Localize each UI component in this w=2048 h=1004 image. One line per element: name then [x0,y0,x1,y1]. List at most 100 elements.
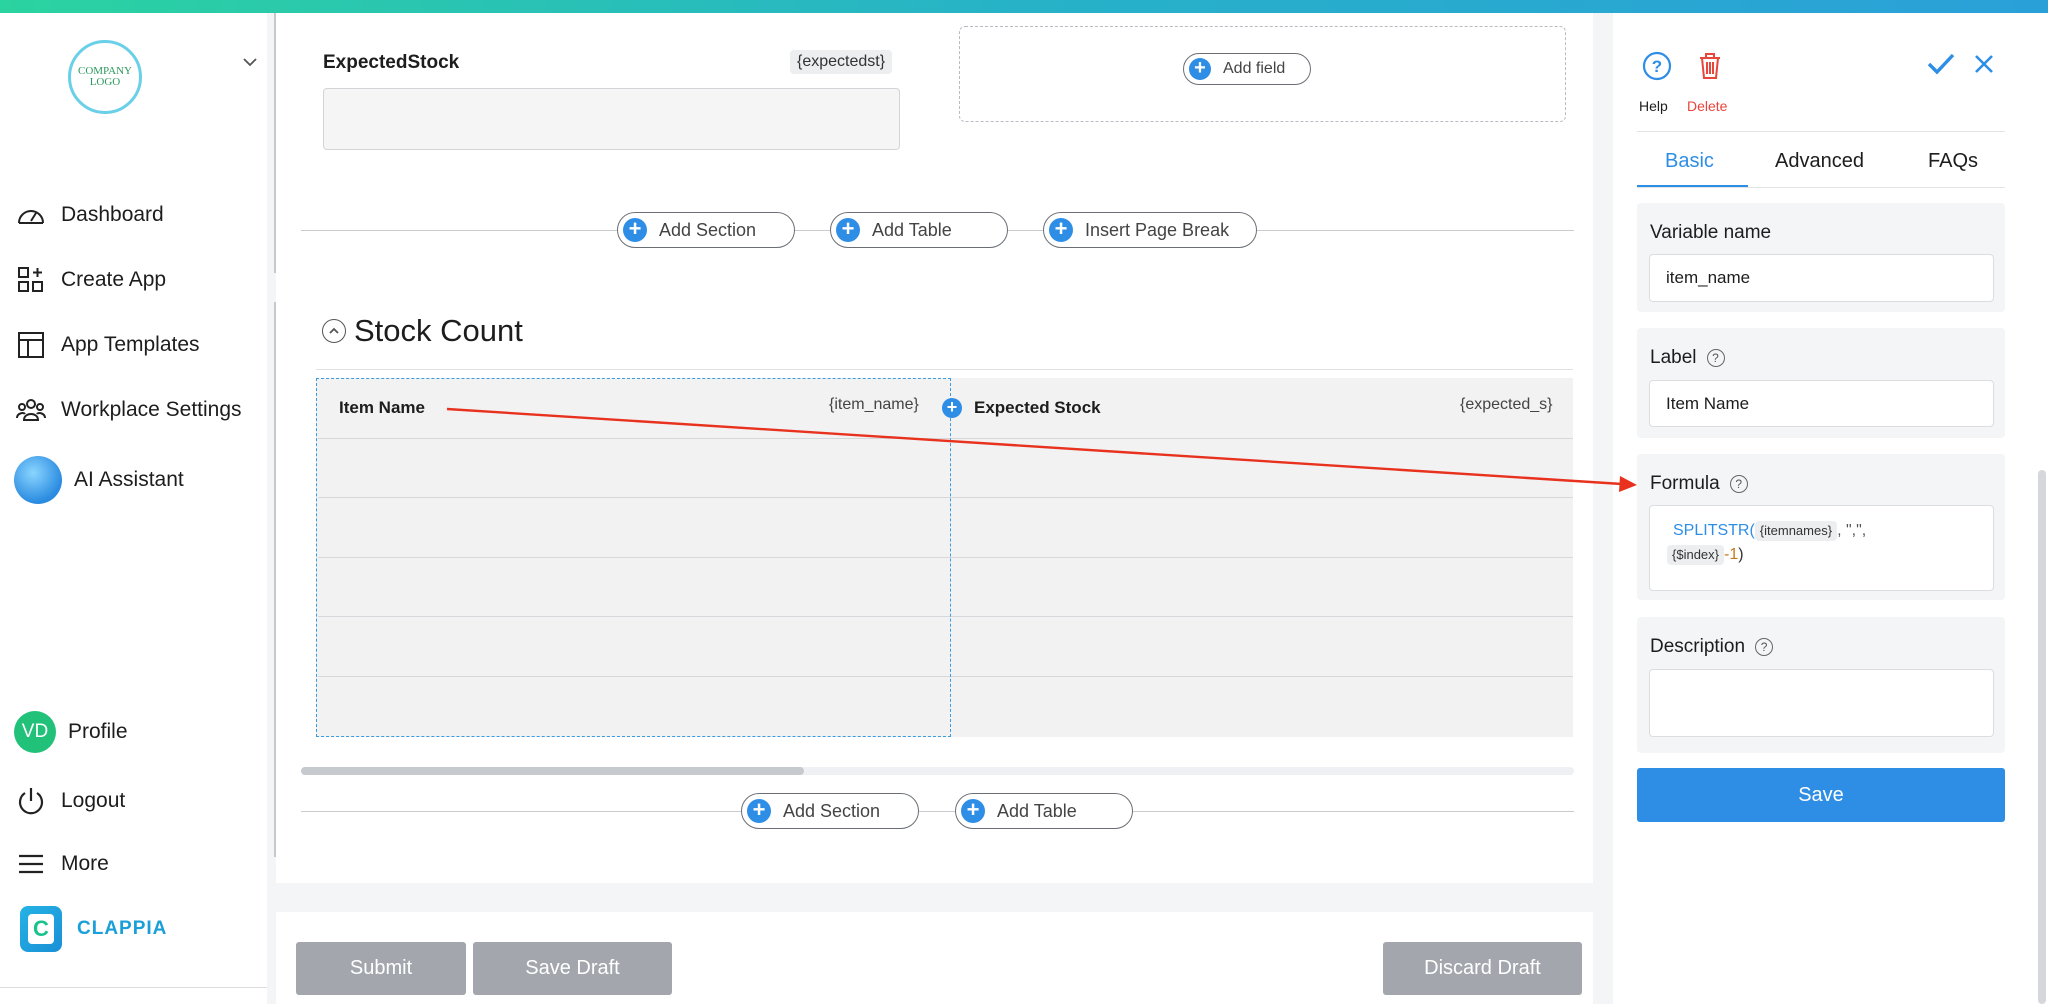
logo-text-2: LOGO [89,76,121,88]
sidebar-item-app-templates[interactable]: App Templates [14,325,200,365]
divider [316,369,1573,370]
button-label: Add Section [659,219,757,240]
table-row [318,497,1573,498]
column-tag: {expected_s} [1460,396,1553,413]
sidebar-item-workplace-settings[interactable]: Workplace Settings [14,390,242,430]
tab-faqs[interactable]: FAQs [1928,150,1979,172]
chevron-up-icon[interactable] [322,319,346,343]
divider [301,811,1574,812]
label-label: Label? [1650,347,1725,369]
sidebar-item-label: AI Assistant [74,468,184,491]
description-label: Description? [1650,636,1774,658]
sidebar-item-logout[interactable]: Logout [14,781,125,821]
variable-name-input[interactable]: item_name [1649,254,1994,302]
table-row [318,557,1573,558]
add-column-icon[interactable]: + [942,398,962,418]
sidebar-item-create-app[interactable]: Create App [14,260,166,300]
insert-page-break-button[interactable]: + Insert Page Break [1043,212,1257,248]
horizontal-scrollbar[interactable] [301,767,1574,775]
sidebar-item-label: Profile [68,720,128,743]
vertical-scrollbar[interactable] [2038,470,2046,1004]
scrollbar-thumb[interactable] [301,767,804,775]
brand-logo[interactable]: C CLAPPIA [20,906,167,952]
delete-label[interactable]: Delete [1687,98,1728,114]
people-icon [14,393,48,427]
formula-variable-chip: {itemnames} [1754,521,1838,541]
divider [274,13,277,273]
variable-name-label: Variable name [1650,222,1771,244]
add-table-button[interactable]: + Add Table [830,212,1008,248]
button-label: Insert Page Break [1085,219,1230,240]
sidebar-item-dashboard[interactable]: Dashboard [14,195,164,235]
button-label: Add Section [783,800,881,821]
tab-basic[interactable]: Basic [1665,150,1714,172]
sidebar-item-label: Workplace Settings [61,398,242,421]
sidebar-item-label: Create App [61,268,167,291]
divider [1637,131,2005,132]
label-input[interactable]: Item Name [1649,380,1994,427]
plus-icon: + [623,218,647,242]
add-section-button[interactable]: + Add Section [741,793,919,829]
formula-function: SPLITSTR( [1673,522,1755,539]
add-section-button[interactable]: + Add Section [617,212,795,248]
section-header[interactable]: Stock Count [322,313,523,349]
column-tag: {item_name} [829,396,919,413]
formula-editor[interactable]: SPLITSTR({itemnames}, ",", {$index} -1) [1649,505,1994,591]
column-header-expected-stock[interactable]: Expected Stock [974,398,1101,417]
sidebar-item-label: App Templates [61,333,200,356]
description-input[interactable] [1649,669,1994,737]
column-header-item-name[interactable]: Item Name [339,398,425,417]
brand-name: CLAPPIA [77,918,168,939]
discard-draft-button[interactable]: Discard Draft [1383,942,1582,995]
formula-variable-chip: {$index} [1667,545,1724,565]
question-icon[interactable]: ? [1729,475,1748,493]
company-logo[interactable]: COMPANY LOGO [68,40,142,114]
question-icon[interactable]: ? [1706,349,1725,367]
formula-number: -1 [1724,546,1739,563]
label-text: Variable name [1650,222,1772,243]
plus-icon: + [1189,58,1211,80]
plus-icon: + [1049,218,1073,242]
add-table-button[interactable]: + Add Table [955,793,1133,829]
avatar: VD [14,711,56,753]
logo-text-1: COMPANY [77,65,132,77]
ai-assistant-icon [14,456,62,504]
help-icon[interactable]: ? [1642,51,1672,81]
variable-tag: {expectedst} [790,50,893,74]
section-title: Stock Count [354,313,523,348]
save-button[interactable]: Save [1637,768,2005,822]
clappia-icon: C [20,906,62,952]
trash-icon[interactable] [1697,51,1723,81]
active-tab-indicator [1637,185,1748,188]
check-icon[interactable] [1926,51,1956,77]
add-field-dropzone [959,26,1566,122]
expected-stock-input[interactable] [323,88,900,150]
plus-icon: + [836,218,860,242]
help-label[interactable]: Help [1639,98,1668,114]
plus-icon: + [747,799,771,823]
sidebar-item-profile[interactable]: VD Profile [14,711,128,753]
top-gradient-bar [0,0,2048,13]
sidebar-item-ai-assistant[interactable]: AI Assistant [14,456,184,504]
divider [274,302,277,857]
tab-advanced[interactable]: Advanced [1775,150,1864,172]
sidebar-item-label: More [61,852,109,875]
question-icon[interactable]: ? [1755,638,1774,656]
power-icon [14,784,48,818]
divider [0,987,267,988]
selected-column[interactable] [316,378,951,737]
field-label: ExpectedStock [323,52,460,73]
submit-button[interactable]: Submit [296,942,466,995]
sidebar-item-label: Dashboard [61,203,164,226]
dashboard-icon [14,198,48,232]
save-draft-button[interactable]: Save Draft [473,942,672,995]
add-field-button[interactable]: + Add field [1183,53,1311,85]
divider [1637,187,2005,188]
brand-letter: C [28,914,54,944]
button-label: Add Table [997,800,1077,821]
table-row [318,616,1573,617]
sidebar-item-more[interactable]: More [14,844,109,884]
close-icon[interactable] [1973,53,1995,75]
button-label: Add Table [872,219,952,240]
chevron-down-icon[interactable] [240,52,260,72]
